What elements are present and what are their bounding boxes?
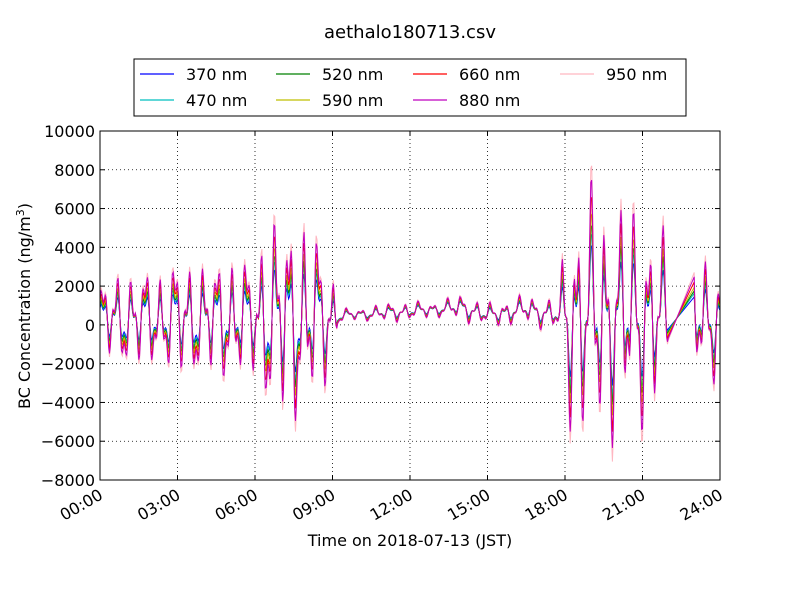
legend-label: 590 nm <box>322 91 383 110</box>
y-tick-label: −8000 <box>41 471 95 490</box>
legend-label: 660 nm <box>459 65 520 84</box>
legend-label: 880 nm <box>459 91 520 110</box>
y-axis-label-sup: 3 <box>14 209 27 216</box>
y-axis-label: BC Concentration (ng/m3) <box>14 203 34 409</box>
legend-label: 370 nm <box>186 65 247 84</box>
series-lines <box>99 165 721 462</box>
y-tick-label: −2000 <box>41 355 95 374</box>
y-tick-label: 2000 <box>54 277 95 296</box>
legend-label: 470 nm <box>186 91 247 110</box>
y-axis-label-end: ) <box>15 203 34 209</box>
y-tick-label: 8000 <box>54 161 95 180</box>
y-tick-label: 0 <box>85 316 95 335</box>
y-tick-label: −4000 <box>41 393 95 412</box>
chart-title: aethalo180713.csv <box>324 22 496 43</box>
y-tick-label: 6000 <box>54 200 95 219</box>
legend: 370 nm 470 nm 520 nm 590 nm 660 nm 880 nm 950 … <box>133 58 687 117</box>
y-tick-label: 4000 <box>54 238 95 257</box>
series-line-880-nm <box>99 179 721 449</box>
grid <box>100 131 720 480</box>
legend-box <box>133 58 687 117</box>
legend-label: 950 nm <box>606 65 667 84</box>
y-tick-label: 10000 <box>44 122 95 141</box>
y-axis-label-main: BC Concentration (ng/m <box>15 216 34 409</box>
legend-label: 520 nm <box>322 65 383 84</box>
x-axis-label: Time on 2018-07-13 (JST) <box>307 531 512 550</box>
y-tick-label: −6000 <box>41 432 95 451</box>
